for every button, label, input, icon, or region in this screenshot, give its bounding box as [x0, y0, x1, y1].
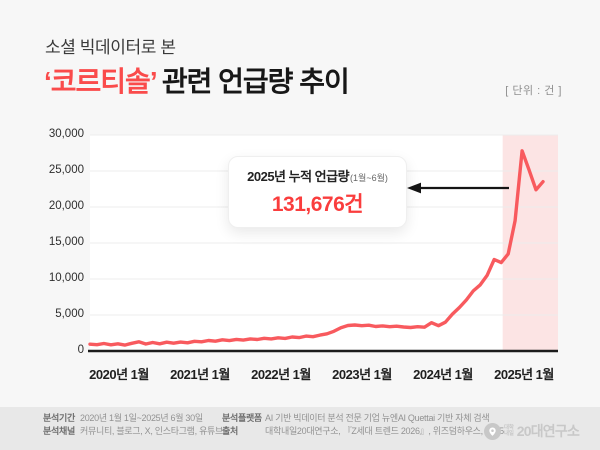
annotation-arrowhead-icon	[407, 182, 421, 194]
page-subtitle: 소셜 빅데이터로 본	[45, 38, 176, 57]
logo-name: 20대연구소	[516, 423, 580, 439]
source-value: 대학내일20대연구소, 『Z세대 트렌드 2026』, 위즈덤하우스, 2025	[265, 426, 504, 436]
location-pin-icon	[484, 422, 501, 440]
analysis-platform-value: AI 기반 빅데이터 분석 전문 기업 뉴엔AI Quettai 기반 자체 검…	[265, 413, 490, 423]
annotation-card: 2025년 누적 언급량(1월~6월) 131,676건	[228, 156, 407, 228]
analysis-channel-value: 커뮤니티, 블로그, X, 인스타그램, 유튜브	[80, 426, 224, 436]
annotation-period: (1월~6월)	[350, 173, 388, 183]
research-institute-logo: 대학 내일 20대연구소	[484, 421, 580, 441]
logo-org-line1: 대학	[504, 425, 514, 431]
logo-org-line2: 내일	[504, 431, 514, 437]
mention-trend-line	[88, 149, 545, 347]
page-title: ‘코르티솔’ 관련 언급량 추이	[44, 60, 350, 100]
annotation-value: 131,676건	[271, 193, 364, 216]
title-rest: 관련 언급량 추이	[155, 66, 350, 97]
logo-org-small: 대학 내일	[504, 425, 514, 437]
analysis-channel-label: 분석채널	[43, 426, 75, 436]
unit-label: [ 단위 : 건 ]	[505, 85, 562, 97]
analysis-period-value: 2020년 1월 1일~2025년 6월 30일	[80, 413, 203, 423]
annotation-title: 2025년 누적 언급량	[247, 169, 350, 184]
analysis-platform-label: 분석플랫폼	[222, 413, 262, 423]
annotation-title-row: 2025년 누적 언급량(1월~6월)	[247, 166, 388, 186]
source-label: 출처	[222, 426, 238, 436]
analysis-period-label: 분석기간	[43, 413, 75, 423]
title-keyword: ‘코르티솔’	[44, 66, 157, 97]
